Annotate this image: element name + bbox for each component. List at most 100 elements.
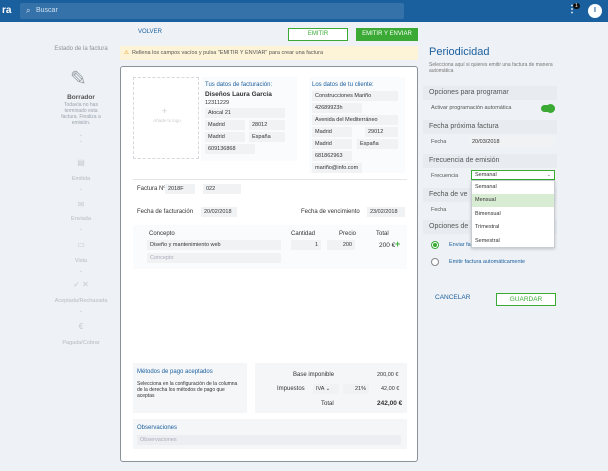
cancel-button[interactable]: CANCELAR xyxy=(435,294,471,301)
radio-auto-emit[interactable] xyxy=(431,258,439,266)
col-price: Precio xyxy=(339,231,357,237)
radio-send[interactable] xyxy=(431,241,439,249)
client-name[interactable]: Construcciones Mariño xyxy=(312,91,398,101)
row-total: 200 € xyxy=(379,242,396,249)
periodicity-panel: Periodicidad Selecciona aquí si quieres … xyxy=(423,40,608,471)
emit-send-button[interactable]: EMITIR Y ENVIAR xyxy=(356,28,418,41)
client-phone[interactable]: 681862963 xyxy=(312,151,352,161)
tax-type: IVA xyxy=(316,386,325,392)
options-heading: Opciones para programar xyxy=(423,86,557,100)
due-date-label: Fecha de vencimiento xyxy=(301,209,360,215)
tax-rate[interactable]: 21% xyxy=(343,384,369,394)
frequency-select[interactable]: Semanal ⌄ xyxy=(471,170,555,180)
row-quantity[interactable]: 1 xyxy=(291,240,321,250)
chevron-down-icon: ⌄ xyxy=(546,172,551,178)
chevron-down-icon: ⌄ xyxy=(78,186,84,192)
row-price[interactable]: 200 xyxy=(327,240,355,250)
tax-type-select[interactable]: IVA ⌄ xyxy=(313,384,339,394)
invoice-date-label: Fecha de facturación xyxy=(137,209,194,215)
plus-icon: + xyxy=(162,106,168,116)
step-enviada: Enviada xyxy=(71,216,91,222)
frequency-label: Frecuencia xyxy=(431,173,459,179)
chevron-down-icon: ⌄ xyxy=(78,226,84,232)
periodicity-title: Periodicidad xyxy=(429,46,490,58)
option-mensual[interactable]: Mensual xyxy=(472,194,554,207)
warning-banner: ⚠ Rellena los campos vacíos y pulsa "EMIT… xyxy=(120,46,418,60)
emitter-province[interactable]: Madrid xyxy=(205,132,245,142)
emit-button[interactable]: EMITIR xyxy=(288,28,348,41)
divider xyxy=(133,179,407,180)
invoice-number[interactable]: 022 xyxy=(203,184,241,194)
logo-upload[interactable]: + Añade tu logo xyxy=(133,77,199,159)
invoice-form: + Añade tu logo Tus datos de facturación… xyxy=(120,66,418,462)
observations-input[interactable]: Observaciones xyxy=(137,435,401,445)
logo-placeholder: Añade tu logo xyxy=(153,118,181,123)
search-input[interactable]: ⌕ Buscar xyxy=(20,3,404,19)
step-emitida: Emitida xyxy=(71,176,91,182)
base-value: 200,00 € xyxy=(377,372,399,378)
warning-text: Rellena los campos vacíos y pulsa "EMITI… xyxy=(131,50,324,56)
client-city[interactable]: Madrid xyxy=(312,127,352,137)
invoice-status-panel: Estado de la factura ✎ Borrador Todavía … xyxy=(38,40,124,360)
col-total: Total xyxy=(376,231,389,237)
emitter-country[interactable]: España xyxy=(249,132,285,142)
row-concept[interactable]: Diseño y mantenimiento web xyxy=(147,240,281,250)
new-row-concept[interactable]: Concepto xyxy=(147,253,281,263)
periodicity-desc: Selecciona aquí si quieres emitir una fa… xyxy=(429,62,553,74)
emitter-phone[interactable]: 609136868 xyxy=(205,144,255,154)
invoice-date[interactable]: 20/02/2018 xyxy=(201,207,237,217)
payment-methods-box xyxy=(133,363,247,413)
search-icon: ⌕ xyxy=(26,6,31,15)
next-date-input[interactable]: 20/03/2018 xyxy=(469,137,555,147)
client-province[interactable]: Madrid xyxy=(312,139,352,149)
pencil-icon: ✎ xyxy=(70,68,87,90)
chevron-down-icon: ⌄ xyxy=(78,268,84,274)
inbox-icon: ▭ xyxy=(77,240,85,249)
client-nif[interactable]: 42689923h xyxy=(312,103,362,113)
total-value: 242,00 € xyxy=(377,400,403,407)
auto-schedule-toggle[interactable] xyxy=(541,104,555,113)
option-bimensual[interactable]: Bimensual xyxy=(475,211,501,217)
observations-heading: Observaciones xyxy=(137,425,178,431)
option-trimestral[interactable]: Trimestral xyxy=(475,224,500,230)
add-row-icon[interactable]: + xyxy=(395,239,401,249)
due-date[interactable]: 23/02/2018 xyxy=(367,207,405,217)
base-label: Base imponible xyxy=(293,372,335,378)
tax-label: Impuestos xyxy=(277,386,305,392)
client-email[interactable]: mariño@info.com xyxy=(312,163,362,173)
emitter-name[interactable]: Diseños Laura García xyxy=(205,91,272,98)
notification-badge[interactable]: 1 xyxy=(573,3,580,9)
radio-send-label: Enviar fa xyxy=(449,242,471,248)
save-button[interactable]: GUARDAR xyxy=(496,293,556,306)
frequency-value: Semanal xyxy=(475,172,497,178)
payment-heading: Métodos de pago aceptados xyxy=(137,369,213,375)
app-logo[interactable]: ra xyxy=(2,5,12,16)
avatar[interactable]: I xyxy=(588,4,602,18)
invoice-series[interactable]: 2018F xyxy=(165,184,195,194)
frequency-heading: Frecuencia de emisión xyxy=(423,154,557,168)
step-vista: Vista xyxy=(74,258,88,264)
chevron-down-icon: ⌄ xyxy=(78,308,84,314)
status-description: Todavía no has terminado esta factura. F… xyxy=(61,102,101,126)
client-zip[interactable]: 29012 xyxy=(365,127,398,137)
col-concept: Concepto xyxy=(149,231,175,237)
option-semestral[interactable]: Semestral xyxy=(475,238,500,244)
step-pagada: Pagada/Cobrar xyxy=(62,340,100,346)
back-button[interactable]: VOLVER xyxy=(138,29,162,35)
document-icon: ▤ xyxy=(77,158,85,167)
check-x-icon: ✓ ✕ xyxy=(73,280,89,289)
status-title: Estado de la factura xyxy=(54,46,108,52)
envelope-icon: ✉ xyxy=(77,200,85,209)
total-label: Total xyxy=(321,401,334,407)
emitter-city[interactable]: Madrid xyxy=(205,120,245,130)
client-country[interactable]: España xyxy=(357,139,398,149)
client-address[interactable]: Avenida del Mediterráneo xyxy=(312,115,398,125)
emitter-address[interactable]: Atocal 21 xyxy=(205,108,285,118)
emitter-zip[interactable]: 28012 xyxy=(249,120,285,130)
status-state: Borrador xyxy=(67,94,95,101)
invoice-number-label: Factura Nº xyxy=(137,186,166,192)
next-date-label: Fecha xyxy=(431,139,447,145)
option-semanal[interactable]: Semanal xyxy=(475,184,497,190)
more-icon[interactable]: ⋮ xyxy=(567,4,577,15)
emitter-nif[interactable]: 12311229 xyxy=(205,100,230,106)
